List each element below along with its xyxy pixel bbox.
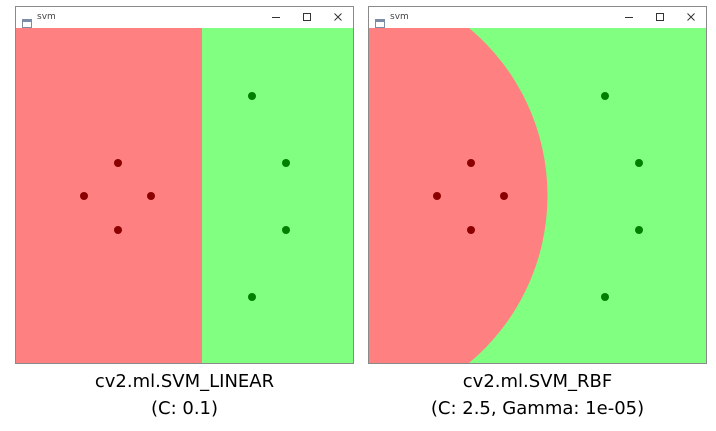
maximize-icon: [303, 13, 311, 21]
sample-point-red: [433, 192, 441, 200]
title-bar[interactable]: svm: [369, 7, 706, 28]
sample-point-green: [635, 226, 643, 234]
sample-point-red: [467, 159, 475, 167]
title-bar[interactable]: svm: [16, 7, 353, 28]
sample-point-green: [282, 159, 290, 167]
region-red: [369, 28, 548, 363]
window-title: svm: [390, 12, 409, 22]
decision-region-canvas: [16, 28, 353, 363]
window-title: svm: [37, 12, 56, 22]
app-window-icon: [22, 13, 32, 28]
sample-point-red: [467, 226, 475, 234]
maximize-button[interactable]: [292, 7, 322, 28]
sample-point-green: [248, 92, 256, 100]
kernel-caption: cv2.ml.SVM_LINEAR: [94, 371, 275, 392]
sample-point-green: [635, 159, 643, 167]
minimize-button[interactable]: [261, 7, 291, 28]
sample-point-red: [80, 192, 88, 200]
maximize-icon: [656, 13, 664, 21]
close-icon: [687, 13, 695, 21]
minimize-icon: [625, 17, 633, 18]
app-window-icon: [375, 13, 385, 28]
sample-point-red: [114, 159, 122, 167]
sample-point-green: [248, 293, 256, 301]
sample-point-red: [114, 226, 122, 234]
kernel-caption: cv2.ml.SVM_RBF: [462, 371, 613, 392]
minimize-icon: [272, 17, 280, 18]
svm-window-rbf: svm: [368, 6, 707, 364]
maximize-button[interactable]: [645, 7, 675, 28]
sample-point-green: [601, 92, 609, 100]
sample-point-red: [147, 192, 155, 200]
svm-window-linear: svm: [15, 6, 354, 364]
sample-point-green: [282, 226, 290, 234]
sample-point-red: [500, 192, 508, 200]
close-button[interactable]: [323, 7, 353, 28]
region-red: [16, 28, 202, 363]
close-button[interactable]: [676, 7, 706, 28]
decision-region-canvas: [369, 28, 706, 363]
sample-point-green: [601, 293, 609, 301]
params-caption: (C: 2.5, Gamma: 1e-05): [430, 398, 645, 419]
params-caption: (C: 0.1): [150, 398, 219, 419]
minimize-button[interactable]: [614, 7, 644, 28]
region-green: [202, 28, 353, 363]
close-icon: [334, 13, 342, 21]
